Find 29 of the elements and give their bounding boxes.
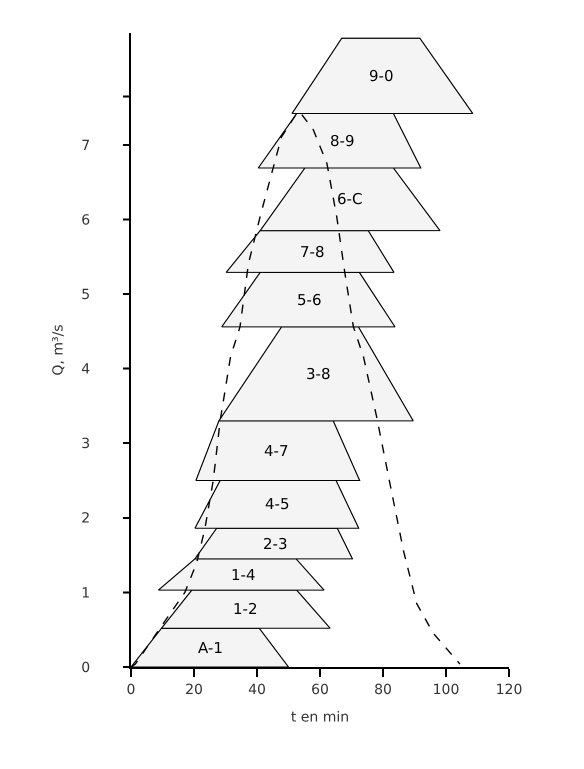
x-tick-label: 40 <box>248 682 266 698</box>
y-tick-label: 3 <box>81 436 90 452</box>
series-label: 4-5 <box>265 495 290 513</box>
series-label: 4-7 <box>264 442 288 460</box>
y-axis-title: Q, m³/s <box>50 324 66 376</box>
series-label: 1-2 <box>233 600 258 618</box>
x-tick-label: 100 <box>432 682 460 698</box>
y-tick-label: 6 <box>81 212 90 228</box>
x-axis-title: t en min <box>290 710 350 726</box>
x-tick-label: 0 <box>126 682 136 698</box>
series-label: 9-0 <box>369 67 394 85</box>
y-tick-label: 7 <box>81 138 90 154</box>
y-tick-label: 4 <box>81 362 90 378</box>
series-label: 2-3 <box>263 535 288 553</box>
x-tick-label: 80 <box>374 682 392 698</box>
x-tick-label: 120 <box>496 682 522 698</box>
series-label: A-1 <box>198 639 223 657</box>
y-tick-label: 1 <box>81 585 90 602</box>
series-label: 1-4 <box>231 566 256 584</box>
y-tick-label: 2 <box>81 510 90 527</box>
y-tick-label: 0 <box>81 660 90 676</box>
x-tick-label: 20 <box>185 682 203 698</box>
text: 3-8 <box>306 365 330 383</box>
series-label: 7-8 <box>300 243 324 261</box>
series-label: 6-C <box>337 190 362 208</box>
x-tick-label: 60 <box>311 682 329 698</box>
series-label: 5-6 <box>297 291 322 309</box>
y-tick-label: 5 <box>81 286 90 303</box>
series-label: 8-9 <box>330 132 354 150</box>
